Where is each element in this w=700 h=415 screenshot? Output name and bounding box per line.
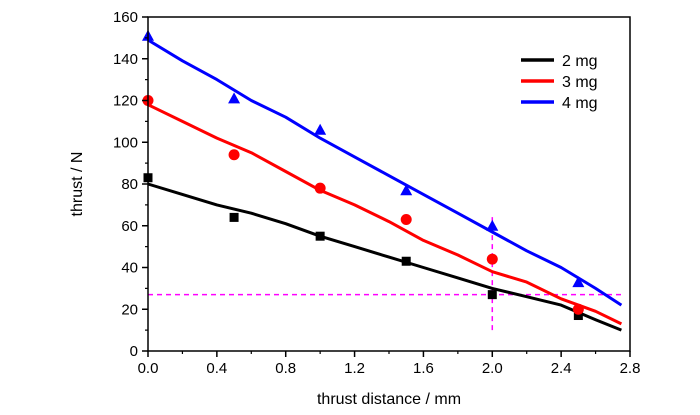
y-tick-label: 140 [113,51,138,68]
axis-ticks: 0.0 0.4 0.8 1.2 1.6 2.0 2.4 2.8 0 20 40 60 80 100 120 1… [113,9,640,377]
plot-marks [142,29,623,332]
x-tick-label: 2.4 [551,360,572,377]
legend-label-2: 3 mg [562,74,598,91]
data-point-s3-2 [228,92,241,104]
y-tick-label: 60 [121,218,138,235]
series-line-2 [147,103,623,326]
data-point-s2-5 [486,253,498,265]
legend-label-1: 2 mg [562,53,598,70]
data-point-s3-6 [572,276,585,288]
data-point-s2-6 [572,303,584,315]
y-axis-title: thrust / N [69,152,86,217]
y-tick-label: 0 [130,343,138,360]
data-point-s1-6 [573,311,583,321]
x-tick-label: 1.2 [344,360,365,377]
plot-frame [147,16,631,352]
series-line-1 [147,182,622,332]
y-tick-label: 120 [113,93,138,110]
data-point-s2-4 [400,213,412,225]
x-tick-label: 0.4 [206,360,227,377]
data-point-s1-5 [487,290,497,300]
data-point-s3-3 [314,123,327,135]
x-axis-title: thrust distance / mm [317,391,461,408]
data-point-s2-2 [228,149,240,161]
y-tick-label: 100 [113,134,138,151]
series-line-3 [147,38,623,307]
x-tick-label: 1.6 [413,360,434,377]
data-point-s3-5 [486,219,499,231]
data-point-s2-3 [314,182,326,194]
y-tick-label: 80 [121,176,138,193]
y-tick-label: 20 [121,301,138,318]
legend-label-3: 4 mg [562,95,598,112]
y-tick-label: 40 [121,260,138,277]
data-point-s1-3 [315,231,325,241]
data-point-s3-4 [400,184,413,196]
y-tick-label: 160 [113,9,138,26]
x-tick-label: 0.8 [275,360,296,377]
x-tick-label: 0.0 [138,360,159,377]
legend: 2 mg 3 mg 4 mg [521,53,598,112]
data-point-s1-2 [229,212,239,222]
data-point-s1-4 [401,256,411,266]
x-tick-label: 2.0 [482,360,503,377]
x-tick-label: 2.8 [620,360,641,377]
